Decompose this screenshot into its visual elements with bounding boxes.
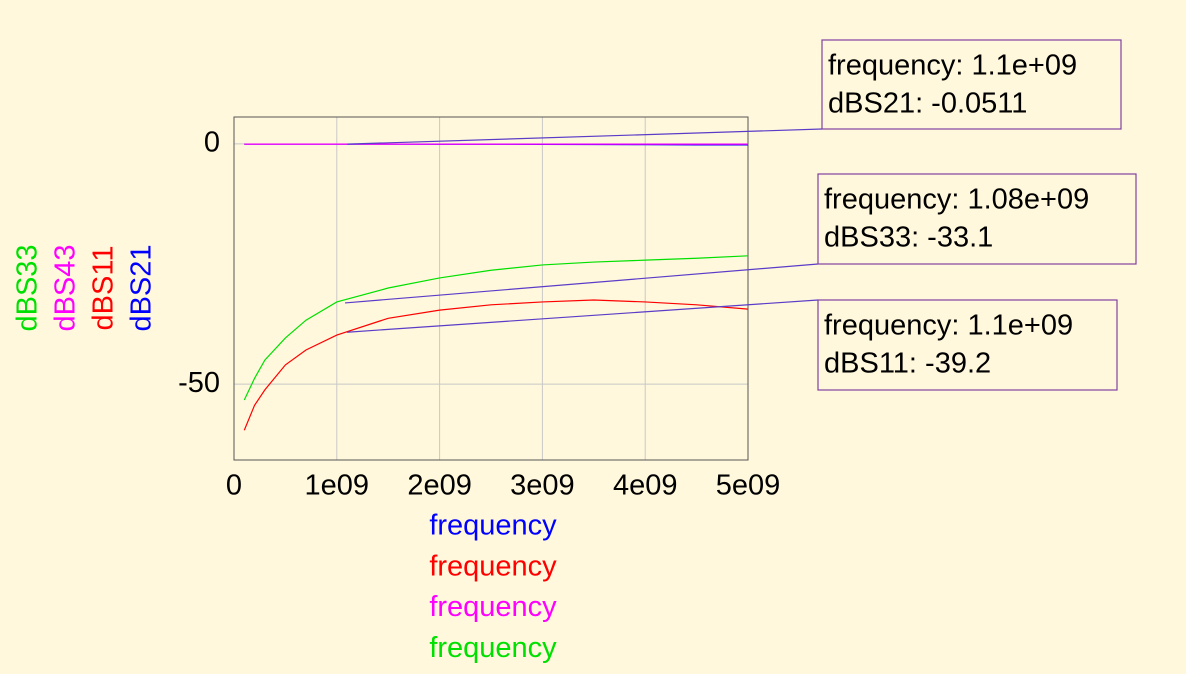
- x-axis-label: frequency: [429, 632, 557, 664]
- marker-text: frequency: 1.08e+09: [824, 184, 1089, 216]
- y-axis-label: dBS11: [88, 246, 120, 331]
- x-tick-label: 5e09: [716, 470, 781, 502]
- y-tick-label: -50: [178, 367, 220, 399]
- marker-leader: [347, 299, 819, 333]
- y-tick-label: 0: [204, 127, 220, 159]
- marker-text: dBS33: -33.1: [824, 222, 993, 254]
- marker-text: frequency: 1.1e+09: [828, 50, 1077, 82]
- y-axis-label: dBS43: [50, 244, 82, 331]
- y-axis-label: dBS33: [12, 244, 44, 331]
- x-tick-label: 3e09: [510, 470, 575, 502]
- x-tick-label: 0: [226, 470, 242, 502]
- plot-frame: [233, 116, 749, 461]
- marker-leader: [344, 263, 819, 304]
- marker-box: [817, 299, 1118, 391]
- x-tick-label: 2e09: [407, 470, 472, 502]
- x-axis-label: frequency: [429, 591, 557, 623]
- series-line: [243, 255, 749, 401]
- x-tick-label: 4e09: [613, 470, 678, 502]
- marker-box: [821, 39, 1122, 130]
- x-axis-label: frequency: [429, 550, 557, 582]
- marker-box: [817, 173, 1137, 265]
- marker-leader: [347, 128, 823, 145]
- y-axis-label: dBS21: [126, 244, 158, 331]
- x-axis-label: frequency: [429, 510, 557, 542]
- x-tick-label: 1e09: [305, 470, 370, 502]
- marker-text: dBS21: -0.0511: [828, 88, 1027, 120]
- marker-text: frequency: 1.1e+09: [824, 310, 1073, 342]
- marker-text: dBS11: -39.2: [824, 348, 991, 380]
- series-line: [243, 299, 749, 431]
